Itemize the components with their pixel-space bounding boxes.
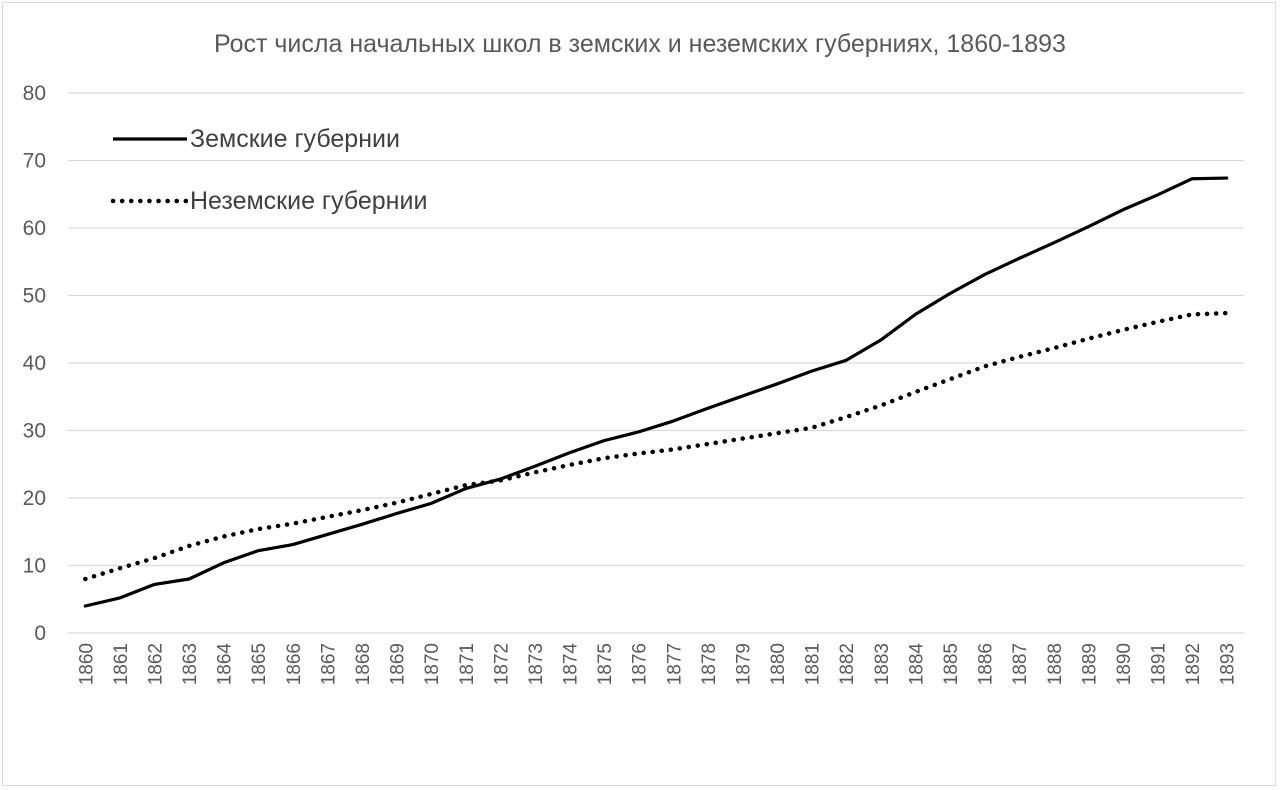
- x-tick-label: 1866: [284, 643, 305, 685]
- x-tick-label: 1889: [1079, 643, 1100, 685]
- x-tick-label: 1861: [111, 643, 132, 685]
- grid: [68, 92, 1244, 634]
- x-tick-label: 1885: [941, 643, 962, 685]
- x-tick-label: 1862: [145, 643, 166, 685]
- x-tick-label: 1883: [872, 643, 893, 685]
- x-tick-label: 1877: [664, 643, 685, 685]
- y-tick-label: 10: [23, 555, 46, 578]
- x-tick-label: 1882: [837, 643, 858, 685]
- series-line-nezemskie: [83, 310, 1229, 582]
- x-tick-label: 1865: [249, 643, 270, 685]
- x-tick-label: 1869: [388, 643, 409, 685]
- x-tick-label: 1870: [422, 643, 443, 685]
- y-tick-label: 70: [23, 150, 46, 173]
- x-tick-label: 1873: [526, 643, 547, 685]
- x-tick-label: 1884: [906, 643, 927, 686]
- x-tick-label: 1893: [1218, 643, 1239, 685]
- x-tick-label: 1888: [1045, 643, 1066, 685]
- y-tick-label: 0: [34, 622, 46, 645]
- x-tick-label: 1881: [803, 643, 824, 685]
- y-tick-label: 20: [23, 487, 46, 510]
- legend: Земские губернии Неземские губернии: [110, 125, 427, 215]
- x-tick-label: 1874: [561, 643, 582, 686]
- x-tick-label: 1871: [457, 643, 478, 685]
- x-tick-label: 1891: [1149, 643, 1170, 685]
- y-tick-label: 40: [23, 352, 46, 375]
- x-tick-label: 1887: [1010, 643, 1031, 685]
- x-tick-label: 1880: [768, 643, 789, 685]
- x-tick-label: 1872: [491, 643, 512, 685]
- series-line-zemskie: [83, 176, 1229, 608]
- x-tick-label: 1864: [215, 643, 236, 686]
- x-tick-label: 1892: [1183, 643, 1204, 685]
- series: [83, 176, 1229, 608]
- x-tick-label: 1886: [976, 643, 997, 685]
- legend-label-nezemskie: Неземские губернии: [190, 187, 427, 215]
- y-tick-label: 80: [23, 82, 46, 105]
- y-axis-ticks: 0 10 20 30 40 50 60 70 80: [23, 82, 46, 645]
- x-tick-label: 1878: [699, 643, 720, 685]
- x-axis-ticks: 1860 1861 1862 1863 1864 1865 1866 1867 1868 1869…: [76, 643, 1238, 686]
- chart-title: Рост числа начальных школ в земских и не…: [214, 30, 1066, 58]
- y-tick-label: 30: [23, 420, 46, 443]
- y-tick-label: 60: [23, 217, 46, 240]
- legend-label-zemskie: Земские губернии: [190, 125, 400, 153]
- x-tick-label: 1876: [630, 643, 651, 685]
- x-tick-label: 1890: [1114, 643, 1135, 685]
- x-tick-label: 1875: [595, 643, 616, 685]
- x-tick-label: 1867: [318, 643, 339, 685]
- x-tick-label: 1863: [180, 643, 201, 685]
- y-tick-label: 50: [23, 285, 46, 308]
- x-tick-label: 1868: [353, 643, 374, 685]
- x-tick-label: 1879: [733, 643, 754, 685]
- x-tick-label: 1860: [76, 643, 97, 685]
